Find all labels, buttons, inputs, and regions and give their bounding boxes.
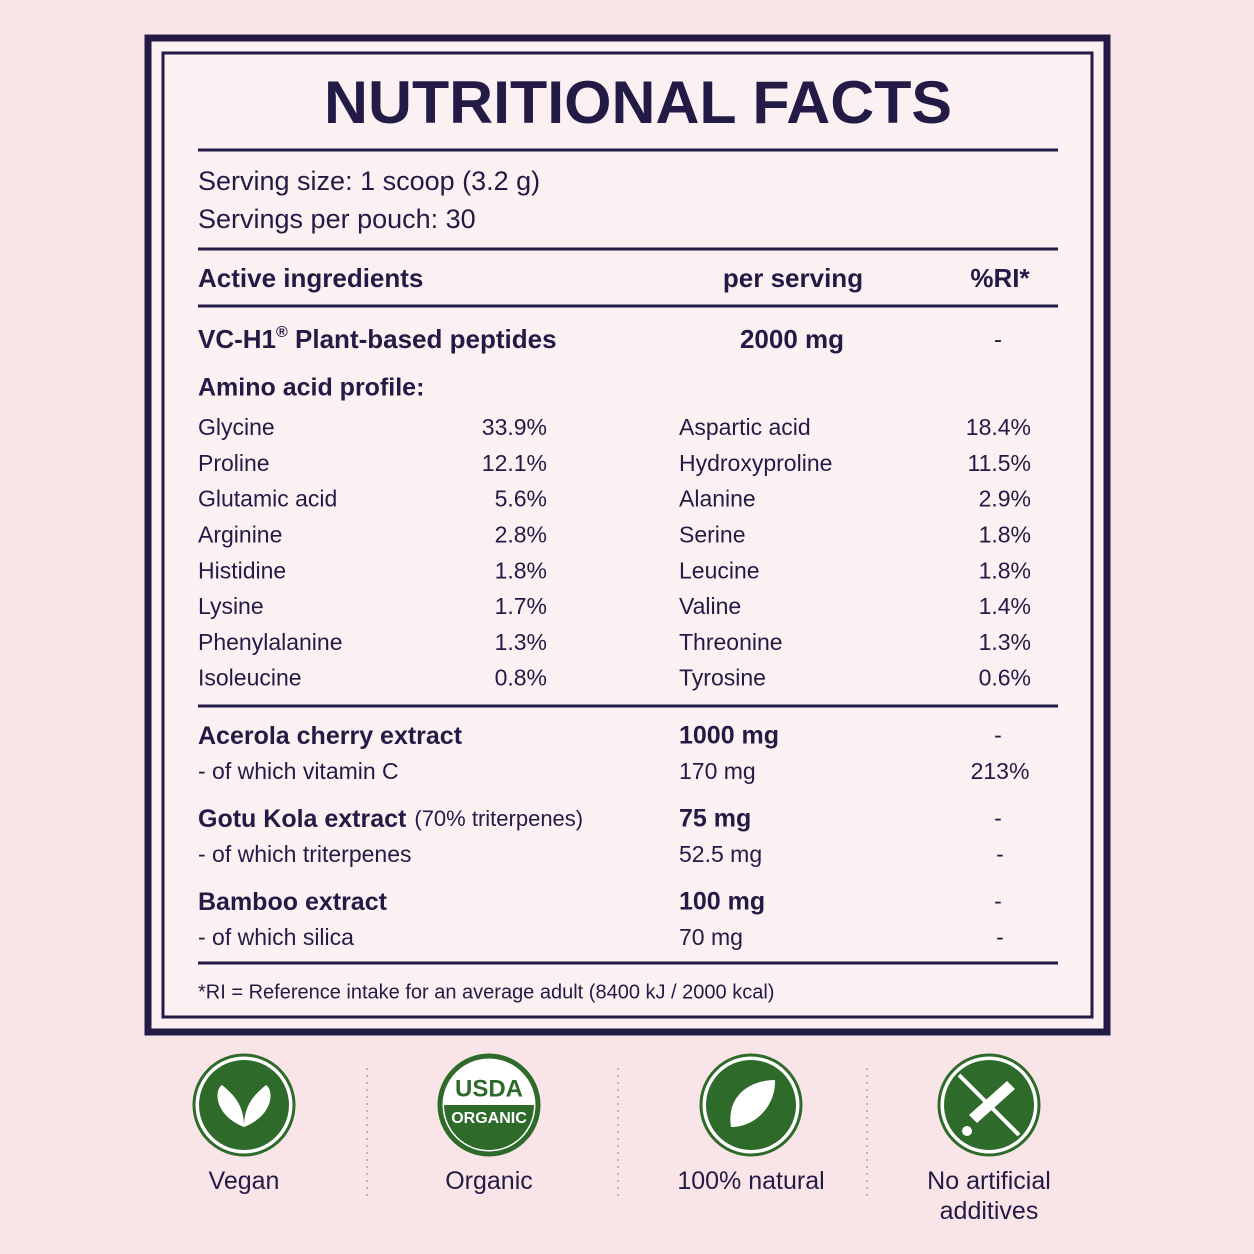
amino-name: Isoleucine (198, 665, 302, 691)
header: %RI* (970, 263, 1030, 293)
extract-ri: - (994, 722, 1002, 748)
amino-name: Valine (679, 593, 741, 619)
badge-line: Organic (445, 1167, 533, 1195)
amino-name: Histidine (198, 557, 286, 583)
amino-value: 0.6% (979, 665, 1031, 691)
extract-sub-ri: - (996, 924, 1004, 950)
amino-value: 11.5% (967, 450, 1031, 476)
usda-logo: USDA (455, 1075, 523, 1102)
amino-name: Leucine (679, 557, 760, 583)
amino-name: Phenylalanine (198, 629, 343, 655)
leaf (244, 1085, 271, 1127)
amino-name: Arginine (198, 521, 282, 547)
footnote: *RI = Reference intake for an average ad… (198, 981, 774, 1003)
amino-value: 18.4% (966, 414, 1031, 440)
amino-value: 1.3% (495, 629, 547, 655)
extract-sub-ri: 213% (971, 758, 1030, 784)
cross (957, 1073, 1021, 1137)
badge-label: No artificial additives (927, 1167, 1051, 1225)
badge-line: 100% natural (677, 1167, 824, 1195)
badge-line: Vegan (209, 1167, 280, 1195)
peptide-ri: - (994, 326, 1002, 353)
registered-mark: ® (276, 324, 288, 341)
extract-name: Gotu Kola extract (70% triterpenes) (198, 805, 583, 833)
extract-sub-amount: 70 mg (679, 924, 743, 950)
title: NUTRITIONAL FACTS (324, 69, 952, 136)
badge-label: Organic (445, 1167, 533, 1195)
outer-frame (144, 34, 1111, 1036)
extract-name: Bamboo extract (198, 888, 388, 916)
amino-value: 0.8% (495, 665, 547, 691)
badge-line: additives (940, 1197, 1039, 1225)
amino-name: Glutamic acid (198, 486, 337, 512)
extract-note: (70% triterpenes) (414, 806, 583, 831)
amino-value: 1.8% (979, 557, 1031, 583)
peptide-amount: 2000 mg (740, 324, 844, 354)
badge-line: No artificial (927, 1167, 1051, 1195)
leaf (730, 1080, 776, 1127)
amino-name: Proline (198, 450, 270, 476)
header: per serving (723, 263, 863, 293)
amino-value: 33.9% (482, 414, 547, 440)
amino-name: Serine (679, 521, 745, 547)
amino-value: 1.7% (495, 593, 547, 619)
amino-value: 1.3% (979, 629, 1031, 655)
extract-sub: - of which silica (198, 924, 354, 950)
amino-value: 1.8% (979, 521, 1031, 547)
extract-amount: 1000 mg (679, 722, 779, 750)
extract-sub-amount: 52.5 mg (679, 841, 762, 867)
amino-name: Hydroxyproline (679, 450, 832, 476)
leaf (217, 1085, 244, 1127)
extract-sub-ri: - (996, 841, 1004, 867)
amino-name: Threonine (679, 629, 783, 655)
amino-value: 5.6% (495, 486, 547, 512)
amino-value: 1.4% (979, 593, 1031, 619)
extract-sub: - of which triterpenes (198, 841, 411, 867)
extract-sub: - of which vitamin C (198, 758, 399, 784)
amino-value: 12.1% (482, 450, 547, 476)
extract-ri: - (994, 888, 1002, 914)
peptide-suffix: Plant-based peptides (288, 324, 557, 354)
badge-label: Vegan (209, 1167, 280, 1195)
header: Active ingredients (198, 263, 423, 293)
peptide-name: VC-H1® Plant-based peptides (198, 324, 557, 354)
extract-ri: - (994, 805, 1002, 831)
peptide-brand: VC-H1 (198, 324, 276, 354)
amino-name: Aspartic acid (679, 414, 811, 440)
amino-name: Glycine (198, 414, 275, 440)
badge-icon (199, 1060, 289, 1150)
amino-title: Amino acid profile: (198, 374, 424, 402)
extract-amount: 75 mg (679, 805, 751, 833)
inner-frame (161, 51, 1094, 1019)
extract-name: Acerola cherry extract (198, 722, 463, 750)
amino-value: 1.8% (495, 557, 547, 583)
extract-sub-amount: 170 mg (679, 758, 756, 784)
extract-title: Gotu Kola extract (198, 805, 407, 833)
extract-title: Bamboo extract (198, 888, 388, 916)
amino-value: 2.9% (979, 486, 1031, 512)
dropper (969, 1081, 1015, 1123)
serving-info: Serving size: 1 scoop (3.2 g) (198, 166, 540, 196)
usda-band (444, 1105, 534, 1150)
badge-label: 100% natural (677, 1167, 824, 1195)
extract-title: Acerola cherry extract (198, 722, 463, 750)
usda-logo: ORGANIC (451, 1110, 527, 1127)
drop (962, 1126, 972, 1136)
amino-name: Tyrosine (679, 665, 766, 691)
amino-name: Lysine (198, 593, 264, 619)
serving-info: Servings per pouch: 30 (198, 204, 476, 234)
amino-name: Alanine (679, 486, 756, 512)
amino-value: 2.8% (495, 521, 547, 547)
extract-amount: 100 mg (679, 888, 765, 916)
